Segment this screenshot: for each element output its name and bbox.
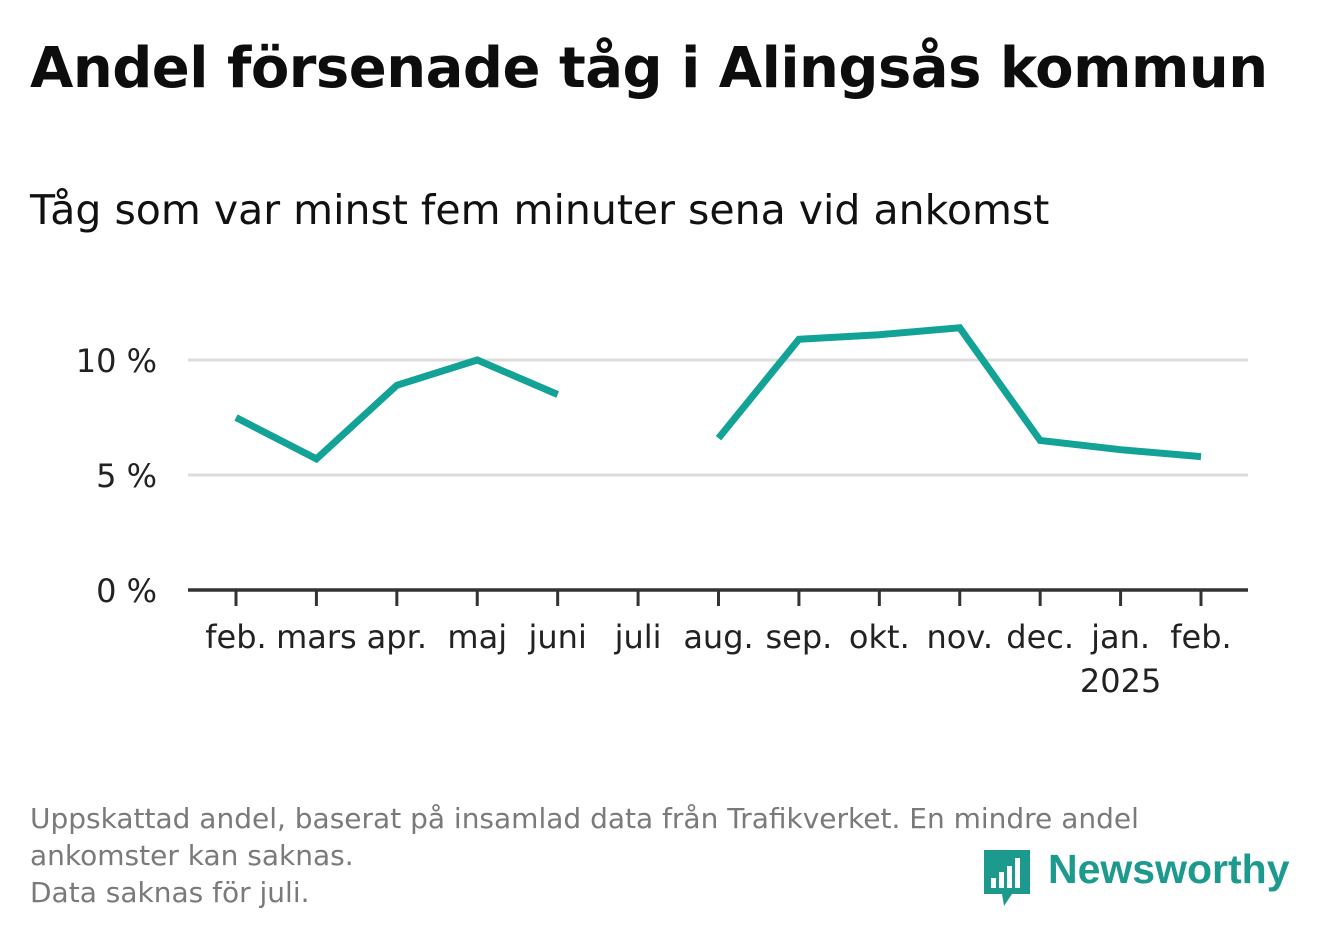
x-tick-label: aug. xyxy=(683,618,753,656)
series-line-segment xyxy=(234,356,560,464)
footnote-line-3: Data saknas för juli. xyxy=(30,876,310,909)
footnote: Uppskattad andel, baserat på insamlad da… xyxy=(30,800,1290,911)
grid-lines xyxy=(188,358,1248,477)
newsworthy-logo-icon xyxy=(984,850,1030,906)
x-tick-label: jan. xyxy=(1090,618,1150,656)
chart-subtitle: Tåg som var minst fem minuter sena vid a… xyxy=(30,186,1050,234)
footnote-line-2: ankomster kan saknas. xyxy=(30,839,354,872)
chart-title: Andel försenade tåg i Alingsås kommun xyxy=(30,36,1268,101)
series-lines xyxy=(234,324,1202,464)
x-tick-label: sep. xyxy=(765,618,832,656)
x-tick-label: apr. xyxy=(367,618,427,656)
x-tick-label: dec. xyxy=(1006,618,1074,656)
line-chart: 0 % 5 % 10 % feb. mars apr. maj juni juli aug. se… xyxy=(76,324,1248,700)
x-year-label: 2025 xyxy=(1080,662,1161,700)
x-tick-label: juni xyxy=(527,618,586,656)
y-axis-ticks: 0 % 5 % 10 % xyxy=(76,342,157,610)
x-tick-label: feb. xyxy=(205,618,266,656)
footnote-line-1: Uppskattad andel, baserat på insamlad da… xyxy=(30,802,1139,835)
x-tick-label: juli xyxy=(614,618,662,656)
y-tick-label: 0 % xyxy=(96,572,157,610)
series-line-segment xyxy=(715,324,1202,461)
x-tick-label: okt. xyxy=(849,618,910,656)
x-tick-label: nov. xyxy=(927,618,993,656)
y-tick-label: 10 % xyxy=(76,342,157,380)
x-tick-label: mars xyxy=(276,618,357,656)
x-tick-label: feb. xyxy=(1170,618,1231,656)
brand-name: Newsworthy xyxy=(1048,846,1290,892)
y-tick-label: 5 % xyxy=(96,457,157,495)
x-axis-ticks: feb. mars apr. maj juni juli aug. sep. okt. nov. d… xyxy=(205,590,1232,700)
x-tick-label: maj xyxy=(447,618,507,656)
